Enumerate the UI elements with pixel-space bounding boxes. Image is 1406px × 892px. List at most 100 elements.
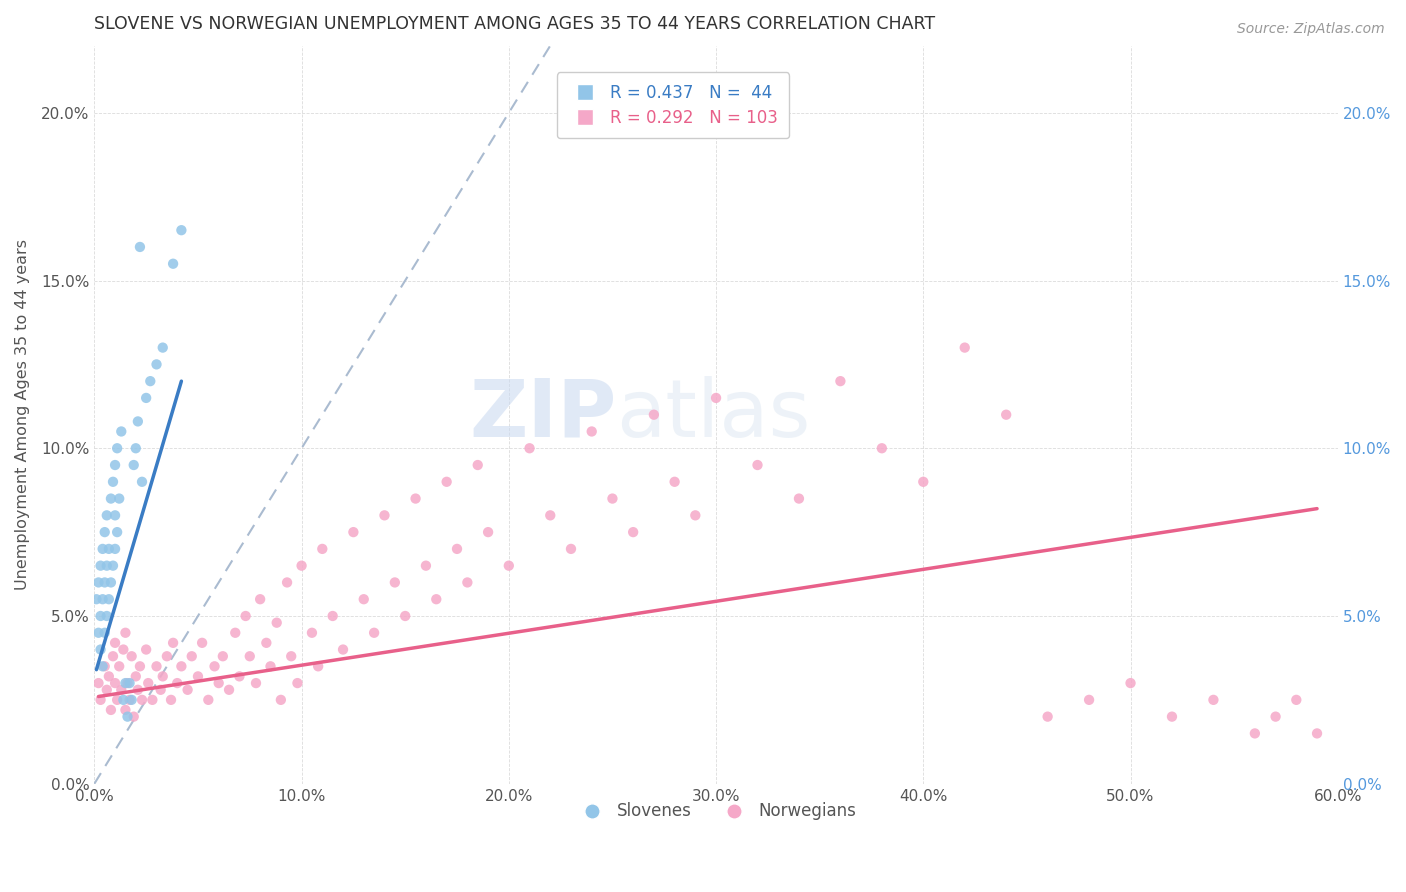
Point: [90, 642, 112, 657]
Point: [91, 592, 114, 607]
Point: [141, 693, 163, 707]
Point: [131, 693, 153, 707]
Point: [96, 682, 118, 697]
Point: [114, 703, 136, 717]
Point: [97, 592, 120, 607]
Point: [373, 508, 395, 523]
Point: [307, 659, 329, 673]
Point: [110, 682, 132, 697]
Point: [100, 575, 122, 590]
Point: [498, 558, 520, 573]
Point: [280, 649, 302, 664]
Point: [90, 558, 112, 573]
Point: [122, 458, 145, 472]
Point: [156, 649, 179, 664]
Point: [118, 693, 141, 707]
Point: [101, 475, 124, 489]
Point: [170, 659, 193, 673]
Point: [332, 642, 354, 657]
Point: [830, 374, 852, 388]
Point: [105, 525, 128, 540]
Point: [162, 636, 184, 650]
Point: [197, 693, 219, 707]
Point: [235, 609, 257, 624]
Point: [704, 391, 727, 405]
Point: [187, 669, 209, 683]
Point: [121, 649, 143, 664]
Point: [105, 442, 128, 456]
Point: [90, 693, 112, 707]
Point: [912, 475, 935, 489]
Point: [112, 693, 135, 707]
Point: [311, 541, 333, 556]
Point: [415, 558, 437, 573]
Point: [519, 442, 541, 456]
Point: [129, 240, 152, 254]
Point: [100, 491, 122, 506]
Point: [104, 636, 127, 650]
Point: [91, 659, 114, 673]
Text: atlas: atlas: [617, 376, 811, 454]
Point: [870, 442, 893, 456]
Point: [152, 669, 174, 683]
Point: [122, 709, 145, 723]
Point: [266, 615, 288, 630]
Point: [301, 625, 323, 640]
Point: [218, 682, 240, 697]
Point: [1036, 709, 1059, 723]
Point: [384, 575, 406, 590]
Point: [108, 659, 131, 673]
Point: [125, 442, 148, 456]
Point: [93, 525, 115, 540]
Point: [1202, 693, 1225, 707]
Point: [290, 558, 312, 573]
Point: [1119, 676, 1142, 690]
Point: [127, 414, 149, 428]
Point: [166, 676, 188, 690]
Point: [1078, 693, 1101, 707]
Point: [276, 575, 298, 590]
Point: [1306, 726, 1329, 740]
Point: [97, 541, 120, 556]
Point: [97, 669, 120, 683]
Point: [787, 491, 810, 506]
Point: [208, 676, 231, 690]
Point: [224, 625, 246, 640]
Text: Source: ZipAtlas.com: Source: ZipAtlas.com: [1237, 22, 1385, 37]
Point: [108, 491, 131, 506]
Point: [114, 625, 136, 640]
Point: [93, 575, 115, 590]
Point: [101, 558, 124, 573]
Text: ZIP: ZIP: [470, 376, 617, 454]
Point: [953, 341, 976, 355]
Point: [1285, 693, 1308, 707]
Point: [131, 475, 153, 489]
Point: [204, 659, 226, 673]
Point: [118, 676, 141, 690]
Point: [104, 676, 127, 690]
Point: [121, 693, 143, 707]
Point: [685, 508, 707, 523]
Point: [621, 525, 644, 540]
Point: [322, 609, 344, 624]
Point: [160, 693, 183, 707]
Point: [93, 625, 115, 640]
Point: [105, 693, 128, 707]
Point: [287, 676, 309, 690]
Point: [110, 425, 132, 439]
Point: [145, 659, 167, 673]
Point: [1244, 726, 1267, 740]
Point: [259, 659, 281, 673]
Point: [125, 669, 148, 683]
Point: [104, 508, 127, 523]
Point: [114, 676, 136, 690]
Point: [239, 649, 262, 664]
Point: [228, 669, 250, 683]
Point: [96, 508, 118, 523]
Point: [436, 475, 458, 489]
Point: [270, 693, 292, 707]
Point: [581, 425, 603, 439]
Point: [1161, 709, 1184, 723]
Point: [117, 676, 139, 690]
Point: [87, 575, 110, 590]
